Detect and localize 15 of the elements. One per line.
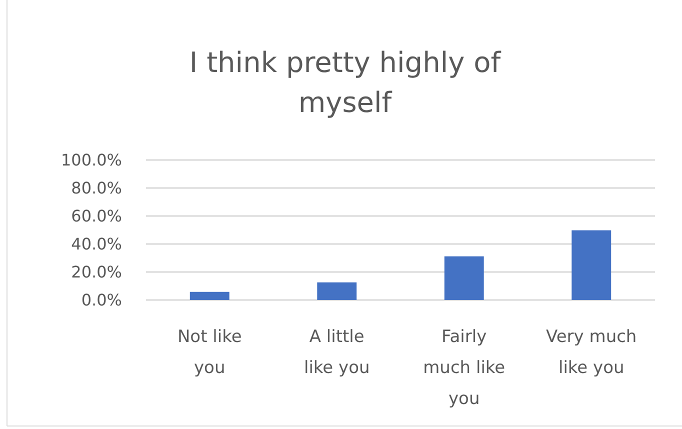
- bar: [444, 256, 484, 300]
- y-tick-label: 80.0%: [71, 178, 122, 198]
- y-tick-label: 40.0%: [71, 234, 122, 254]
- y-tick-label: 100.0%: [60, 150, 122, 170]
- x-tick-label: Fairly much like you: [423, 327, 506, 409]
- bar: [572, 230, 612, 300]
- x-tick-label: Not like you: [177, 327, 242, 378]
- bar: [317, 282, 357, 300]
- chart-title: I think pretty highly of myself: [189, 46, 502, 119]
- x-tick-label: A little like you: [304, 327, 370, 378]
- y-tick-label: 0.0%: [81, 290, 122, 310]
- x-tick-label: Very much like you: [546, 327, 637, 378]
- bar: [190, 292, 230, 300]
- y-tick-label: 60.0%: [71, 206, 122, 226]
- y-tick-label: 20.0%: [71, 262, 122, 282]
